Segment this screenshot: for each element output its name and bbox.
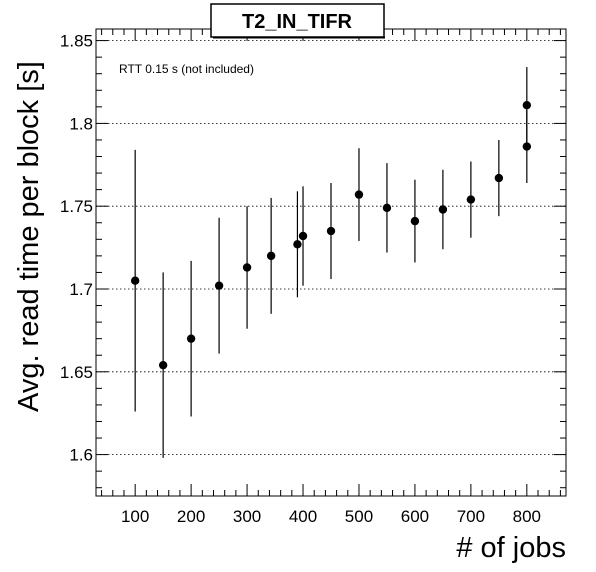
y-tick-label: 1.85 [60,32,93,51]
data-point [326,226,336,236]
x-tick-label: 200 [177,507,205,526]
data-point [298,231,308,241]
x-tick-label: 300 [233,507,261,526]
data-point [266,251,276,261]
data-point [293,240,302,249]
rtt-annotation: RTT 0.15 s (not included) [119,62,254,76]
x-tick-label: 700 [457,507,485,526]
y-tick-label: 1.7 [69,280,93,299]
title-box: T2_IN_TIFR [210,3,385,39]
data-point [410,216,420,226]
y-tick-label: 1.8 [69,114,93,133]
data-point [382,203,392,213]
x-axis-title: # of jobs [456,532,566,564]
y-tick-label: 1.75 [60,197,93,216]
data-point [466,195,476,204]
y-tick-label: 1.65 [60,363,93,382]
data-point [214,281,224,290]
data-point [494,173,504,183]
tick-labels: 100 200 300 400 500 600 700 800 1.6 1.65 1.7 1.75 1.… [60,32,541,526]
data-point [522,142,532,151]
x-tick-label: 100 [121,507,149,526]
y-tick-label: 1.6 [69,446,93,465]
title-frame [210,3,385,38]
x-tick-label: 800 [513,507,541,526]
data-point [522,100,532,110]
axis-ticks [96,29,566,496]
data-point [438,205,448,214]
data-point [158,360,168,370]
data-points [130,67,532,458]
x-tick-label: 400 [289,507,317,526]
x-tick-label: 600 [401,507,429,526]
data-point [242,263,252,272]
y-axis-title: Avg. read time per block [s] [13,61,45,412]
data-point [354,190,364,199]
chart-title: T2_IN_TIFR [242,11,353,33]
x-tick-label: 500 [345,507,373,526]
data-point [186,334,196,343]
data-point [130,276,140,285]
